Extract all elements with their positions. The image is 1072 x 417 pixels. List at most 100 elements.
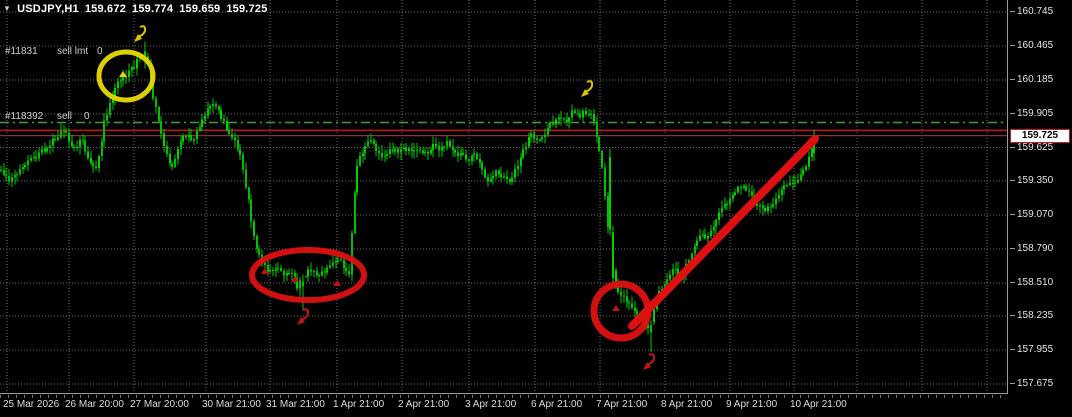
candle-body [8, 175, 10, 182]
candle-body [68, 132, 70, 142]
candle-body [248, 187, 250, 200]
candle-body [305, 276, 307, 278]
chart-plot-area[interactable]: ▼ USDJPY,H1 159.672 159.774 159.659 159.… [0, 0, 1008, 394]
candle-body [163, 133, 165, 147]
candle-body [291, 273, 293, 275]
candle-body [710, 230, 712, 237]
candle-body [696, 240, 698, 246]
time-axis[interactable]: 25 Mar 2026 26 Mar 20:00 27 Mar 20:00 30 Ma… [0, 395, 1072, 417]
candle-body [631, 303, 633, 308]
candle-body [789, 182, 791, 185]
candle-body [223, 118, 225, 122]
candle-body [324, 271, 326, 273]
ohlc-close-value: 159.725 [226, 3, 268, 15]
candle-body [563, 118, 565, 120]
candle-body [430, 149, 432, 154]
curl-arrow-marker-tail [137, 25, 147, 38]
candle-body [675, 268, 677, 270]
candle-body [479, 158, 481, 163]
candle-body [318, 274, 320, 276]
candle-body [152, 83, 154, 99]
candle-body [405, 147, 407, 152]
candle-body [332, 262, 334, 266]
candle-body [345, 268, 347, 271]
candle-body [234, 137, 236, 141]
candle-body [82, 139, 84, 141]
candle-body [269, 269, 271, 272]
candle-body [27, 160, 29, 166]
price-axis-label: 160.185 [1009, 73, 1054, 85]
time-axis-label: 10 Apr 21:00 [790, 399, 847, 410]
candle-body [288, 273, 290, 275]
candle-body [348, 270, 350, 275]
candle-body [277, 267, 279, 269]
candle-body [351, 232, 353, 275]
candle-body [457, 152, 459, 156]
candle-body [226, 121, 228, 130]
symbol-dropdown-icon[interactable]: ▼ [3, 4, 12, 13]
candle-body [792, 182, 794, 184]
candle-body [87, 151, 89, 159]
candle-body [786, 184, 788, 186]
candle-body [174, 159, 176, 167]
candle-body [228, 129, 230, 135]
candle-body [604, 167, 606, 196]
candle-body [343, 259, 345, 269]
candle-body [549, 122, 551, 129]
candle-body [503, 176, 505, 178]
time-axis-label: 7 Apr 21:00 [596, 399, 648, 410]
candle-body [19, 168, 21, 174]
candle-body [781, 189, 783, 196]
candle-body [307, 269, 309, 277]
candle-body [245, 169, 247, 188]
candle-body [264, 263, 266, 265]
candle-body [704, 234, 706, 239]
time-axis-label: 31 Mar 21:00 [266, 399, 325, 410]
candle-body [103, 120, 105, 142]
candle-body [802, 169, 804, 175]
price-axis-label: 158.510 [1009, 276, 1054, 288]
candle-body [101, 141, 103, 156]
candle-body [373, 139, 375, 144]
candle-body [280, 267, 282, 272]
candle-body [435, 143, 437, 147]
candle-body [22, 167, 24, 169]
candle-body [49, 145, 51, 148]
order-type: sell lmt [57, 46, 89, 57]
candle-body [772, 204, 774, 207]
candle-body [778, 195, 780, 199]
price-axis-label: 158.790 [1009, 242, 1054, 254]
candle-body [171, 163, 173, 167]
candle-body [707, 236, 709, 239]
candle-body [364, 146, 366, 154]
candle-body [623, 295, 625, 297]
candle-body [212, 104, 214, 106]
candle-body [432, 143, 434, 150]
candle-body [484, 169, 486, 177]
candle-body [552, 122, 554, 125]
candle-body [362, 153, 364, 156]
candle-body [634, 307, 636, 311]
candle-body [122, 77, 124, 81]
candle-body [218, 106, 220, 110]
candle-body [166, 146, 168, 154]
candle-body [797, 180, 799, 183]
candle-body [286, 273, 288, 276]
candlestick-chart[interactable] [0, 0, 1008, 394]
price-axis[interactable]: 159.725 160.745 160.465 160.185 159.905 159.… [1009, 0, 1072, 394]
candle-body [691, 253, 693, 261]
candle-body [215, 104, 217, 107]
candle-body [190, 135, 192, 141]
candle-body [560, 117, 562, 119]
candle-body [558, 117, 560, 120]
candle-body [520, 157, 522, 166]
candle-body [92, 163, 94, 167]
candle-body [57, 137, 59, 140]
candle-body [11, 177, 13, 182]
triangle-marker [612, 305, 620, 311]
candle-body [209, 105, 211, 109]
candle-body [808, 157, 810, 167]
red-trend-arrow-head [808, 134, 820, 146]
candle-body [541, 136, 543, 140]
candle-body [669, 274, 671, 280]
